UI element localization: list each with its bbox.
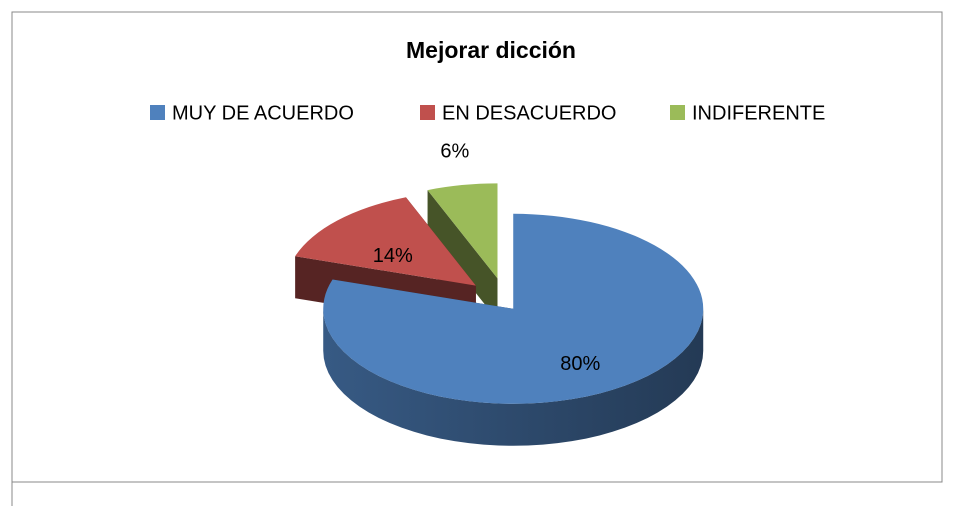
data-label: 6% [440, 141, 469, 163]
slice-side [427, 190, 498, 321]
legend-label: INDIFERENTE [692, 102, 825, 124]
legend-swatch [670, 105, 685, 120]
pie-slice [295, 197, 476, 286]
legend-label: EN DESACUERDO [442, 102, 616, 124]
slice-wall [323, 308, 704, 446]
chart-title: Mejorar dicción [406, 37, 576, 63]
data-label: 80% [560, 353, 600, 375]
legend-swatch [420, 105, 435, 120]
legend-label: MUY DE ACUERDO [172, 102, 354, 124]
pie-slice [323, 213, 704, 404]
data-label: 14% [373, 245, 413, 267]
legend-swatch [150, 105, 165, 120]
pie-slice [427, 183, 498, 279]
